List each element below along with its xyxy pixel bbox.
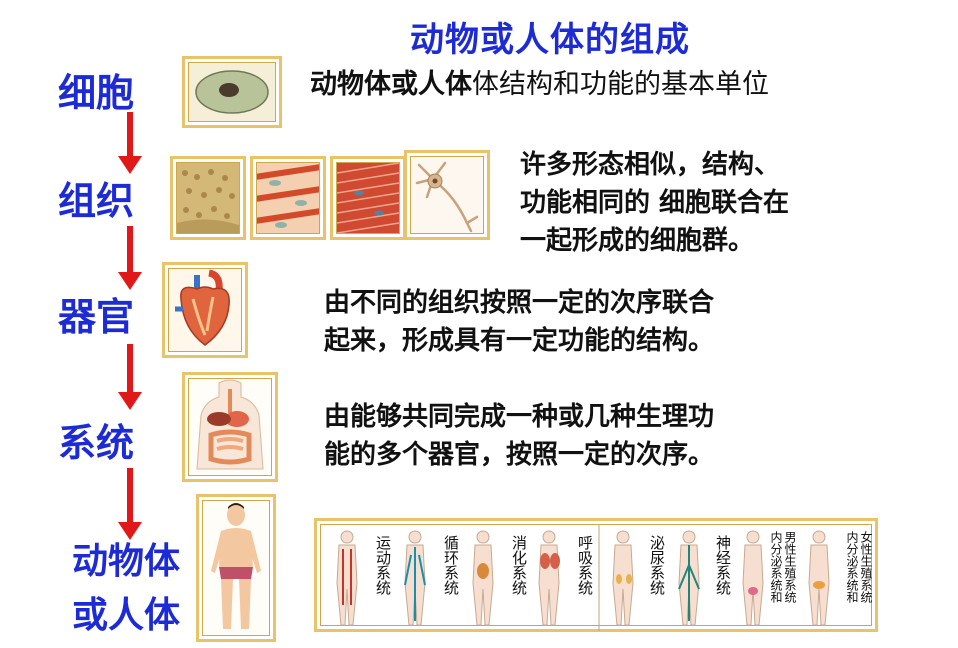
system-label-urinary: 泌尿系统 (648, 535, 666, 595)
level-body-label: 动物体 或人体 (72, 540, 180, 638)
system-label-motor: 运动系统 (374, 535, 392, 595)
organ-description-line: 起来，形成具有一定功能的结构。 (324, 326, 715, 356)
muscle-tissue-image (330, 156, 406, 240)
system-label-circulatory: 循环系统 (442, 535, 460, 595)
tissue-description: 许多形态相似，结构、 功能相同的 细胞联合在 一起形成的细胞群。 (520, 146, 789, 260)
system-label-endocrine: 内分泌系统和 (769, 531, 783, 603)
system-label-female-reproductive: 女性生殖系统 (859, 531, 873, 603)
system-label-respiratory: 呼吸系统 (576, 535, 594, 595)
organ-description-line: 由不同的组织按照一定的次序联合 (324, 288, 715, 318)
level-cell-label: 细胞 (58, 71, 135, 115)
cell-description-normal: 体结构和功能的基本单位 (472, 69, 769, 100)
system-description-line: 能的多个器官，按照一定的次序。 (324, 440, 715, 470)
nerve-tissue-image (404, 150, 490, 240)
human-body-image (196, 494, 276, 642)
connective-tissue-image (250, 156, 326, 240)
level-organ-label: 器官 (58, 295, 135, 339)
body-systems-panel: 运动系统 循环系统 消化系统 呼吸系统 泌尿系统 神经系统 男性生殖系统 内分泌… (314, 518, 878, 632)
system-label-male-reproductive: 男性生殖系统 (783, 531, 797, 603)
organ-description: 由不同的组织按照一定的次序联合 起来，形成具有一定功能的结构。 (324, 284, 714, 360)
arrow-down-icon (118, 112, 142, 174)
page-title: 动物或人体的组成 (410, 20, 690, 60)
heart-image (162, 262, 248, 358)
arrow-down-icon (118, 226, 142, 290)
system-label-nervous: 神经系统 (714, 535, 732, 595)
level-tissue-label: 组织 (58, 179, 135, 223)
arrow-down-icon (118, 468, 142, 540)
epithelial-tissue-image (170, 156, 246, 240)
system-description-line: 由能够共同完成一种或几种生理功 (324, 402, 715, 432)
system-description: 由能够共同完成一种或几种生理功 能的多个器官，按照一定的次序。 (324, 398, 714, 474)
tissue-description-line: 功能相同的 细胞联合在 (520, 188, 790, 218)
system-label-endocrine-2: 内分泌系统和 (845, 531, 859, 603)
level-system-label: 系统 (58, 421, 135, 465)
cell-description-bold: 动物体或人体 (310, 69, 472, 100)
tissue-description-line: 许多形态相似，结构、 (520, 150, 781, 180)
system-label-digestive: 消化系统 (510, 535, 528, 595)
cell-description: 动物体或人体体结构和功能的基本单位 (310, 66, 769, 104)
arrow-down-icon (118, 344, 142, 410)
cell-image (182, 56, 282, 128)
level-body-line1: 动物体 (72, 541, 181, 582)
digestive-system-image (182, 372, 278, 482)
tissue-description-line: 一起形成的细胞群。 (520, 226, 755, 256)
level-body-line2: 或人体 (72, 595, 181, 636)
